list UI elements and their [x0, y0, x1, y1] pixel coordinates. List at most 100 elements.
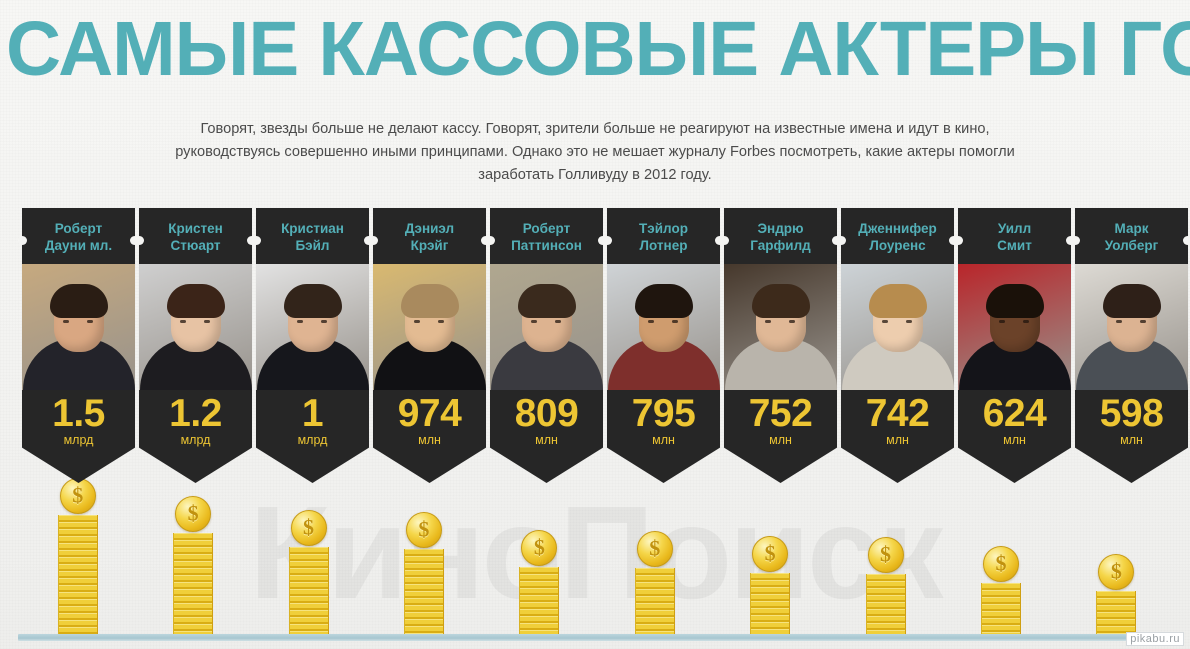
- page-title: САМЫЕ КАССОВЫЕ АКТЕРЫ ГОДА: [5, 6, 1190, 92]
- earnings-plate: 752 млн: [724, 390, 837, 483]
- actor-card: Роберт Дауни мл. 1.5 млрд: [18, 208, 139, 483]
- portrait-eye-left: [999, 320, 1005, 323]
- actor-first-name: Роберт: [522, 221, 571, 236]
- earnings-unit: млрд: [297, 433, 328, 447]
- actor-name-ribbon: Роберт Паттинсон: [486, 208, 607, 264]
- earnings-plate: 795 млн: [607, 390, 720, 483]
- actor-card: Марк Уолберг 598 млн: [1071, 208, 1190, 483]
- baseline-rule: [18, 634, 1172, 641]
- actor-portrait: [373, 264, 486, 390]
- earnings-value: 974: [397, 392, 462, 435]
- ribbon-notch-left: [1071, 236, 1080, 245]
- dollar-coin-icon: [175, 496, 212, 532]
- actor-first-name: Марк: [1114, 221, 1149, 236]
- actor-first-name: Дэниэл: [404, 221, 455, 236]
- coin-stack: [368, 492, 479, 635]
- earnings-value: 795: [631, 392, 696, 435]
- coin-stack: [137, 492, 248, 635]
- actor-card: Кристиан Бэйл 1 млрд: [252, 208, 373, 483]
- actor-portrait: [841, 264, 954, 390]
- ribbon-notch-right: [247, 236, 256, 245]
- portrait-eye-left: [765, 320, 771, 323]
- ribbon-notch-left: [720, 236, 729, 245]
- actor-name-ribbon: Марк Уолберг: [1071, 208, 1190, 264]
- ribbon-notch-right: [364, 236, 373, 245]
- coin-stack-row: [22, 478, 1172, 635]
- earnings-value: 624: [982, 392, 1047, 435]
- ribbon-notch-right: [832, 236, 841, 245]
- actor-last-name: Гарфилд: [750, 238, 811, 253]
- actor-first-name: Уилл: [997, 221, 1032, 236]
- earnings-plate: 1.5 млрд: [22, 390, 135, 483]
- ribbon-notch-left: [369, 236, 378, 245]
- actor-name-ribbon: Эндрю Гарфилд: [720, 208, 841, 264]
- actor-first-name: Кристен: [168, 221, 223, 236]
- portrait-hair: [400, 284, 459, 318]
- portrait-hair: [283, 284, 342, 318]
- portrait-hair: [868, 284, 927, 318]
- portrait-hair: [49, 284, 108, 318]
- page-subtitle: Говорят, звезды больше не делают кассу. …: [175, 121, 1015, 183]
- stacked-coins: [750, 573, 791, 635]
- portrait-eye-right: [906, 320, 912, 323]
- portrait-hair: [634, 284, 693, 318]
- portrait-eye-left: [1116, 320, 1122, 323]
- actor-card: Роберт Паттинсон 809 млн: [486, 208, 607, 483]
- dollar-coin-icon: [405, 512, 442, 548]
- kinopoisk-watermark: КиноПоиск: [249, 479, 943, 626]
- stacked-coins: [403, 549, 444, 635]
- portrait-eye-left: [531, 320, 537, 323]
- portrait-hair: [1102, 284, 1161, 318]
- portrait-hair: [985, 284, 1044, 318]
- earnings-value: 742: [865, 392, 930, 435]
- actor-portrait: [22, 264, 135, 390]
- actor-last-name: Стюарт: [170, 238, 221, 253]
- stacked-coins: [1096, 591, 1137, 635]
- stacked-coins: [288, 547, 329, 635]
- stacked-coins: [173, 533, 214, 635]
- actor-portrait: [958, 264, 1071, 390]
- dollar-coin-icon: [521, 530, 558, 566]
- actor-portrait: [256, 264, 369, 390]
- ribbon-notch-right: [1066, 236, 1075, 245]
- portrait-eye-left: [297, 320, 303, 323]
- actor-first-name: Роберт: [54, 221, 103, 236]
- portrait-hair: [517, 284, 576, 318]
- portrait-eye-right: [204, 320, 210, 323]
- ribbon-notch-right: [481, 236, 490, 245]
- actor-card-row: Роберт Дауни мл. 1.5 млрд Кристен Стюарт 1.2 мл…: [18, 208, 1190, 483]
- actor-card: Эндрю Гарфилд 752 млн: [720, 208, 841, 483]
- earnings-value: 809: [514, 392, 579, 435]
- coin-stack: [714, 492, 825, 635]
- actor-first-name: Дженнифер: [858, 221, 937, 236]
- dollar-coin-icon: [867, 537, 904, 573]
- ribbon-notch-left: [18, 236, 27, 245]
- actor-card: Тэйлор Лотнер 795 млн: [603, 208, 724, 483]
- portrait-eye-left: [180, 320, 186, 323]
- actor-last-name: Уолберг: [1104, 238, 1159, 253]
- actor-name-ribbon: Дэниэл Крэйг: [369, 208, 490, 264]
- coin-stack: [1061, 492, 1172, 635]
- portrait-eye-left: [648, 320, 654, 323]
- actor-portrait: [139, 264, 252, 390]
- actor-portrait: [724, 264, 837, 390]
- portrait-hair: [751, 284, 810, 318]
- stacked-coins: [865, 574, 906, 635]
- stacked-coins: [634, 568, 675, 635]
- ribbon-notch-left: [837, 236, 846, 245]
- stacked-coins: [980, 583, 1021, 635]
- earnings-value: 752: [748, 392, 813, 435]
- coin-stack: [253, 492, 364, 635]
- actor-last-name: Дауни мл.: [44, 238, 113, 253]
- earnings-value: 1.5: [52, 392, 105, 435]
- actor-card: Уилл Смит 624 млн: [954, 208, 1075, 483]
- earnings-unit: млрд: [63, 433, 94, 447]
- portrait-eye-left: [63, 320, 69, 323]
- actor-last-name: Лоуренс: [869, 238, 926, 253]
- coin-stack: [945, 492, 1056, 635]
- dollar-coin-icon: [982, 546, 1019, 582]
- dollar-coin-icon: [752, 536, 789, 572]
- earnings-plate: 1 млрд: [256, 390, 369, 483]
- actor-name-ribbon: Кристиан Бэйл: [252, 208, 373, 264]
